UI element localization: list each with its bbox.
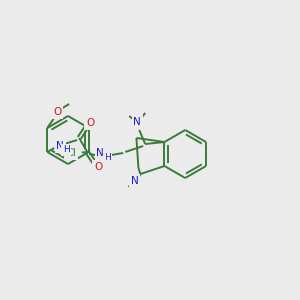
Text: N: N <box>56 141 64 151</box>
Text: O: O <box>53 107 61 117</box>
Text: Cl: Cl <box>65 148 76 158</box>
Text: N: N <box>130 176 138 186</box>
Text: O: O <box>86 118 94 128</box>
Text: N: N <box>96 148 104 158</box>
Text: N: N <box>133 117 141 127</box>
Text: H: H <box>104 152 111 161</box>
Text: O: O <box>94 162 102 172</box>
Text: H: H <box>63 146 70 154</box>
